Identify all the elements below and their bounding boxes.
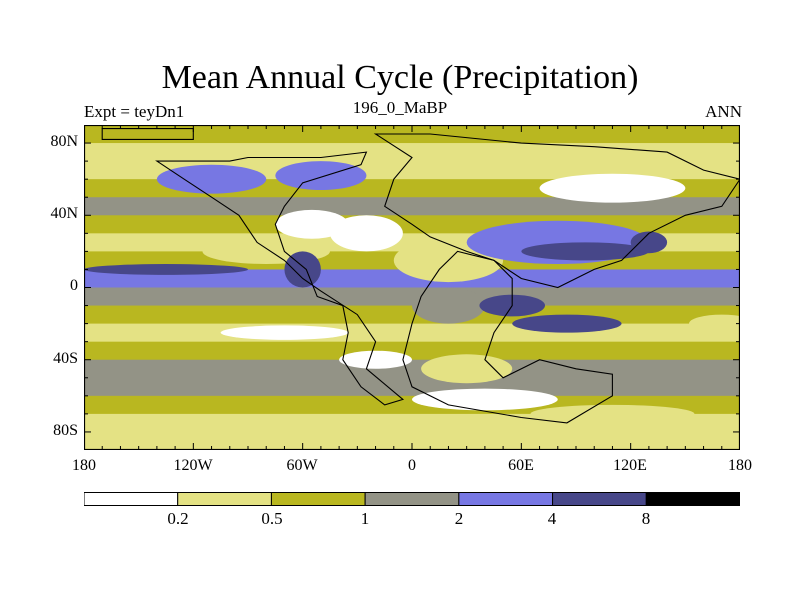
- precip-feature: [412, 287, 485, 324]
- season-label: ANN: [705, 102, 742, 121]
- continent-outline: [155, 151, 405, 406]
- y-tick-label-80s: 80S: [53, 422, 78, 439]
- precip-feature: [421, 354, 513, 384]
- precip-band: [84, 431, 740, 450]
- precip-band: [84, 197, 740, 216]
- y-tick-label-0: 0: [70, 277, 78, 294]
- precip-band: [84, 341, 740, 361]
- precip-feature: [630, 231, 668, 254]
- precip-feature: [84, 264, 248, 275]
- colorbar-box: [552, 492, 647, 506]
- precip-band: [84, 269, 740, 289]
- x-tick-label-60w: 60W: [286, 457, 318, 474]
- colorbar-label-4: 4: [547, 509, 557, 528]
- time-period-label: 196_0_MaBP: [352, 98, 448, 117]
- precip-feature: [339, 350, 412, 369]
- y-tick-label-40s: 40S: [53, 350, 78, 367]
- precip-feature: [220, 325, 349, 340]
- precip-feature: [330, 215, 403, 252]
- continent-outline: [373, 133, 740, 289]
- colorbar-box: [177, 492, 272, 506]
- colorbar-label-8: 8: [641, 509, 651, 528]
- precip-band: [84, 143, 740, 162]
- y-tick-label-80n: 80N: [50, 133, 78, 150]
- y-tick-label-40n: 40N: [50, 205, 78, 222]
- precip-band: [84, 287, 740, 307]
- colorbar-box: [364, 492, 460, 506]
- x-tick-label-180w: 180: [72, 457, 96, 474]
- colorbar-box: [645, 492, 740, 506]
- precip-feature: [275, 161, 367, 190]
- colorbar-label-1: 1: [360, 509, 370, 528]
- precip-feature: [539, 173, 686, 203]
- colorbar-box: [84, 492, 179, 506]
- colorbar-box: [270, 492, 366, 506]
- colorbar-label-2: 2: [454, 509, 464, 528]
- continent-outline: [101, 128, 194, 140]
- experiment-label: Expt = teyDn1: [84, 102, 185, 121]
- precipitation-map: [84, 125, 740, 450]
- x-tick-label-180e: 180: [728, 457, 752, 474]
- x-tick-label-120w: 120W: [173, 457, 213, 474]
- x-tick-label-0: 0: [408, 457, 416, 474]
- precip-feature: [156, 164, 267, 194]
- colorbar-label-0-2: 0.2: [167, 509, 189, 528]
- precip-band: [84, 323, 740, 343]
- x-tick-label-120e: 120E: [613, 457, 647, 474]
- continent-outline: [402, 250, 613, 424]
- precip-feature: [412, 388, 558, 411]
- precip-feature: [688, 314, 740, 333]
- precip-band: [84, 305, 740, 325]
- precip-feature: [521, 242, 649, 261]
- colorbar-box: [458, 492, 554, 506]
- precip-band: [84, 359, 740, 379]
- precip-feature: [530, 404, 695, 423]
- precip-feature: [284, 251, 321, 288]
- precip-feature: [512, 314, 622, 333]
- colorbar-label-0-5: 0.5: [261, 509, 283, 528]
- x-tick-label-60e: 60E: [508, 457, 534, 474]
- chart-title: Mean Annual Cycle (Precipitation): [161, 59, 639, 96]
- colorbar: [84, 492, 740, 506]
- precip-feature: [275, 209, 349, 239]
